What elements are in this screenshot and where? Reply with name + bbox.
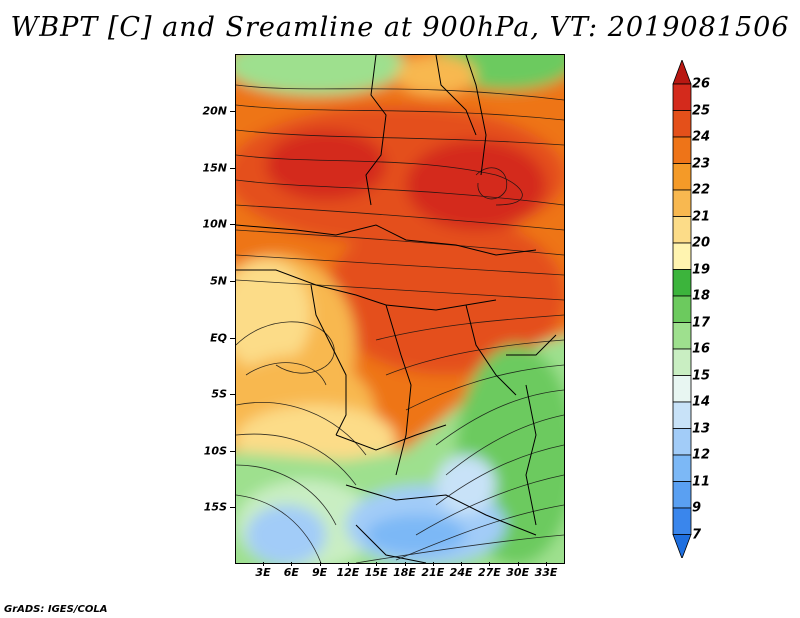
colorbar-label: 16 <box>692 341 711 357</box>
colorbar-box <box>672 507 692 535</box>
lon-tick <box>291 562 293 566</box>
lat-tick <box>230 281 235 282</box>
lat-tick <box>230 224 235 225</box>
lat-label: 20N <box>202 104 227 118</box>
colorbar-label: 22 <box>692 182 711 198</box>
colorbar-label: 7 <box>692 527 702 542</box>
colorbar-top-triangle <box>672 60 692 85</box>
colorbar-label: 26 <box>692 76 711 92</box>
wbpt-field-map <box>236 55 564 563</box>
colorbar-box <box>672 454 692 482</box>
colorbar-label: 18 <box>692 288 711 304</box>
colorbar-box <box>672 428 692 456</box>
colorbar-box <box>672 375 692 403</box>
lat-tick <box>230 507 235 508</box>
colorbar-label: 11 <box>692 474 711 489</box>
colorbar-box <box>672 110 692 138</box>
lon-tick <box>432 562 434 566</box>
colorbar-label: 21 <box>692 209 711 224</box>
wbpt-shading <box>236 55 564 563</box>
colorbar-label: 23 <box>692 156 711 171</box>
colorbar-label: 25 <box>692 103 711 118</box>
colorbar-box <box>672 189 692 217</box>
colorbar-box <box>672 322 692 350</box>
lon-label: 12E <box>336 566 360 579</box>
lon-tick <box>319 562 321 566</box>
colorbar-box <box>672 481 692 509</box>
colorbar-label: 19 <box>692 262 711 277</box>
lat-label: 15N <box>202 161 227 175</box>
lon-label: 3E <box>255 566 271 579</box>
colorbar-box <box>672 216 692 244</box>
colorbar-box <box>672 242 692 270</box>
lon-label: 24E <box>449 566 473 579</box>
lon-tick <box>347 562 349 566</box>
lat-label: 5N <box>210 274 227 288</box>
colorbar-box <box>672 136 692 164</box>
colorbar-label: 14 <box>692 394 711 410</box>
colorbar-box <box>672 269 692 297</box>
colorbar-label: 20 <box>692 235 711 251</box>
lon-tick <box>546 562 547 566</box>
colorbar-box <box>672 163 692 191</box>
lat-tick <box>230 111 235 112</box>
colorbar-box <box>672 295 692 323</box>
lat-tick <box>230 451 235 452</box>
streamlines <box>236 84 564 563</box>
lon-tick <box>263 562 264 566</box>
colorbar-box <box>672 83 692 111</box>
colorbar-label: 17 <box>692 315 711 330</box>
colorbar-bottom-triangle <box>672 534 692 558</box>
lat-label: 10N <box>202 217 227 231</box>
lon-label: 33E <box>534 566 558 579</box>
colorbar-label: 24 <box>692 129 711 145</box>
lat-tick <box>230 168 235 169</box>
lat-label: 15S <box>203 500 227 514</box>
lon-tick <box>376 562 378 566</box>
lon-label: 21E <box>421 566 445 579</box>
colorbar-label: 12 <box>692 447 711 463</box>
lon-tick <box>517 562 519 566</box>
grads-credit: GrADS: IGES/COLA <box>4 604 108 615</box>
lon-label: 18E <box>393 566 416 579</box>
map-panel <box>235 54 565 564</box>
lon-label: 27E <box>477 566 501 579</box>
lon-tick <box>489 562 491 566</box>
colorbar-box <box>672 348 692 376</box>
country-borders <box>236 55 557 563</box>
lon-tick <box>404 562 406 566</box>
lon-label: 9E <box>312 566 328 579</box>
lat-label: EQ <box>210 331 227 345</box>
lat-label: 5S <box>211 387 227 401</box>
lon-tick <box>461 562 463 566</box>
lat-tick <box>230 338 235 339</box>
lat-tick <box>230 394 235 395</box>
lon-label: 30E <box>506 566 530 579</box>
lon-label: 6E <box>283 566 299 579</box>
colorbar-box <box>672 401 692 429</box>
chart-title: WBPT [C] and Sreamline at 900hPa, VT: 20… <box>10 12 790 43</box>
colorbar <box>672 60 692 558</box>
colorbar-label: 15 <box>692 368 711 383</box>
colorbar-label: 9 <box>692 500 702 516</box>
colorbar-label: 13 <box>692 421 711 436</box>
lon-label: 15E <box>364 566 388 579</box>
lat-label: 10S <box>203 444 227 458</box>
